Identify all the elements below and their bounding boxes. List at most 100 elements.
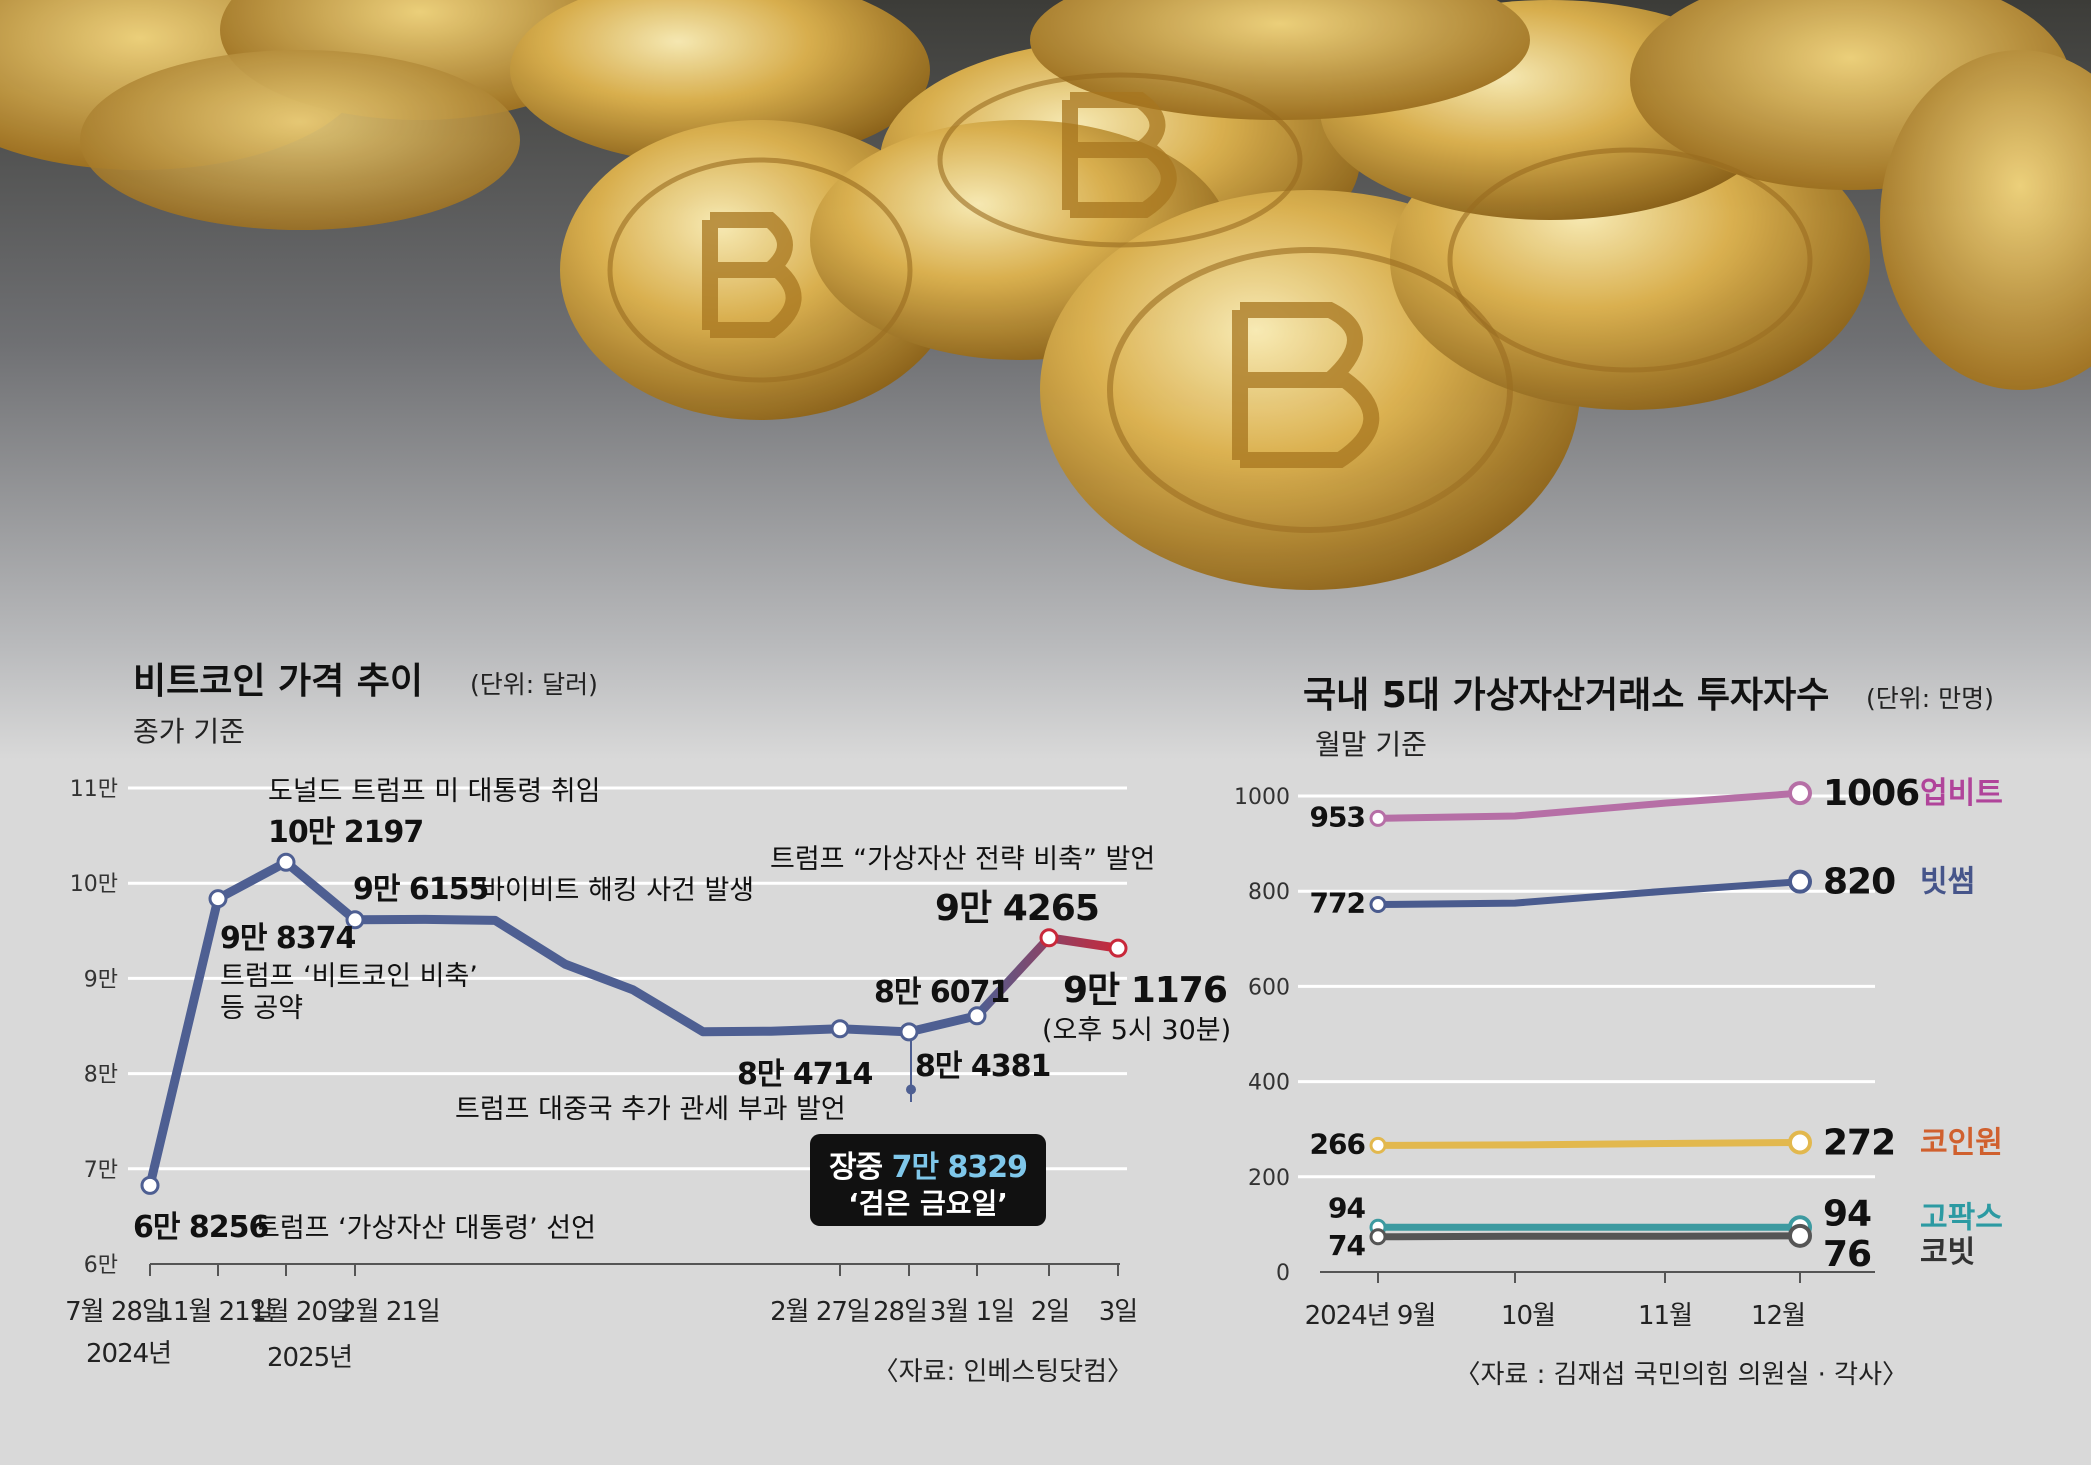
left-chart-subtitle: 종가 기준 [133, 715, 245, 748]
bitcoin-price-chart: 비트코인 가격 추이 (단위: 달러) 종가 기준 11만 10만 9만 8만 7만 6만… [65, 661, 1231, 1387]
right-y-tick-label: 800 [1248, 880, 1290, 905]
left-x-tick-label: 7월 28일 [65, 1297, 165, 1327]
left-y-tick-label: 11만 [70, 777, 118, 802]
series-name-label: 코인원 [1920, 1126, 2003, 1161]
label-96155: 9만 6155 [353, 872, 488, 907]
left-chart-unit: (단위: 달러) [470, 670, 598, 699]
series-end-label: 272 [1823, 1123, 1895, 1164]
series-end-label: 1006 [1823, 773, 1919, 814]
left-data-point [1108, 938, 1128, 958]
left-data-point [276, 852, 296, 872]
intraday-low-value: 장중 7만 8329 [829, 1150, 1027, 1185]
right-x-tick-label: 12월 [1751, 1301, 1805, 1331]
ann-inauguration: 도널드 트럼프 미 대통령 취임 [268, 776, 600, 807]
label-68256: 6만 8256 [133, 1210, 269, 1245]
left-data-points [140, 852, 1128, 1195]
intraday-low-point [906, 1084, 916, 1095]
series-end-label: 76 [1823, 1234, 1871, 1275]
series-start-point [1369, 1228, 1387, 1246]
label-94265: 9만 4265 [935, 888, 1099, 929]
left-chart-title: 비트코인 가격 추이 [133, 661, 423, 702]
label-86071: 8만 6071 [874, 975, 1009, 1010]
left-x-tick-label: 11월 21일 [157, 1297, 272, 1327]
series-name-label: 업비트 [1920, 776, 2003, 811]
left-x-tick-label: 3일 [1099, 1297, 1137, 1327]
right-gridlines [1298, 794, 1875, 1179]
left-data-point [208, 889, 228, 909]
left-y-tick-label: 9만 [84, 967, 118, 992]
series-start-point [1369, 809, 1387, 827]
year-label-2025: 2025년 [267, 1343, 352, 1373]
left-data-point [140, 1175, 160, 1195]
right-chart-unit: (단위: 만명) [1866, 684, 1994, 713]
series-start-label: 266 [1310, 1127, 1365, 1160]
right-y-tick-label: 0 [1276, 1261, 1290, 1286]
left-y-ticks: 11만 10만 9만 8만 7만 6만 [70, 777, 118, 1278]
series-start-label: 772 [1310, 887, 1365, 920]
series-name-label: 코빗 [1920, 1235, 1975, 1270]
intraday-low-callout: 장중 7만 8329 ‘검은 금요일’ [810, 1134, 1046, 1226]
left-x-tick-label: 3월 1일 [930, 1297, 1014, 1327]
left-data-point [1039, 928, 1059, 948]
label-102197: 10만 2197 [268, 815, 423, 850]
right-x-tick-label: 10월 [1501, 1301, 1555, 1331]
ann-crypto-president: 트럼프 ‘가상자산 대통령’ 선언 [255, 1213, 596, 1244]
right-y-tick-label: 200 [1248, 1166, 1290, 1191]
series-line [1374, 1232, 1804, 1241]
coin-pile [0, 0, 2091, 590]
left-y-tick-label: 8만 [84, 1063, 118, 1088]
left-x-tick-label: 28일 [873, 1297, 927, 1327]
series-end-label: 820 [1823, 862, 1895, 903]
ann-time-note: (오후 5시 30분) [1042, 1015, 1231, 1046]
right-y-tick-label: 600 [1248, 975, 1290, 1000]
series-end-point [1788, 1130, 1812, 1155]
series-end-point [1788, 781, 1812, 806]
series-0: 953 1006 업비트 [1310, 773, 2003, 833]
left-x-tick-label: 1월 20일 [250, 1297, 350, 1327]
label-91176: 9만 1176 [1063, 970, 1227, 1011]
right-x-tick-label: 11월 [1638, 1301, 1692, 1331]
series-start-point [1369, 1136, 1387, 1154]
year-label-2024: 2024년 [86, 1339, 171, 1369]
right-series: 953 1006 업비트 772 820 빗썸 266 272 코인원 94 94 고팍스 74 76 코빗 [1310, 773, 2003, 1275]
left-gridlines [128, 786, 1127, 1171]
left-source: 〈자료: 인베스팅닷컴〉 [873, 1357, 1133, 1387]
series-end-point [1788, 869, 1812, 894]
right-x-tick-label: 2024년 9월 [1305, 1301, 1436, 1331]
series-start-label: 94 [1328, 1191, 1365, 1224]
right-y-tick-label: 400 [1248, 1071, 1290, 1096]
left-x-tick-label: 2일 [1031, 1297, 1069, 1327]
black-friday-note: ‘검은 금요일’ [848, 1187, 1008, 1220]
label-98374: 9만 8374 [220, 921, 356, 956]
left-data-point [830, 1019, 850, 1039]
label-84714: 8만 4714 [737, 1057, 873, 1092]
bitcoin-coins-photo [0, 0, 2091, 760]
label-84381: 8만 4381 [915, 1049, 1050, 1084]
series-line [1374, 878, 1804, 909]
left-data-point [345, 910, 365, 930]
series-1: 772 820 빗썸 [1310, 862, 1976, 920]
right-y-ticks: 1000 800 600 400 200 0 [1234, 785, 1290, 1286]
series-end-point [1788, 1223, 1812, 1248]
series-3: 94 94 고팍스 [1328, 1191, 2003, 1240]
left-y-tick-label: 6만 [84, 1253, 118, 1278]
series-line [1374, 1139, 1804, 1149]
right-source: 〈자료 : 김재섭 국민의힘 의원실 · 각사〉 [1455, 1360, 1909, 1390]
left-x-tick-label: 2월 21일 [340, 1297, 440, 1327]
series-start-label: 74 [1328, 1229, 1365, 1262]
left-data-point [967, 1006, 987, 1026]
series-name-label: 빗썸 [1920, 865, 1975, 900]
series-name-label: 고팍스 [1920, 1200, 2003, 1235]
ann-bybit-hack: 바이비트 해킹 사건 발생 [480, 875, 754, 906]
right-chart-title: 국내 5대 가상자산거래소 투자자수 [1303, 675, 1829, 716]
series-2: 266 272 코인원 [1310, 1123, 2003, 1164]
ann-reserve-pledge: 트럼프 ‘비트코인 비축’ [220, 961, 478, 992]
ann-reserve-pledge-2: 등 공약 [220, 993, 303, 1024]
series-end-label: 94 [1823, 1193, 1871, 1234]
series-line [1374, 789, 1804, 822]
series-4: 74 76 코빗 [1328, 1223, 1975, 1275]
series-start-point [1369, 896, 1387, 914]
series-start-label: 953 [1310, 800, 1365, 833]
